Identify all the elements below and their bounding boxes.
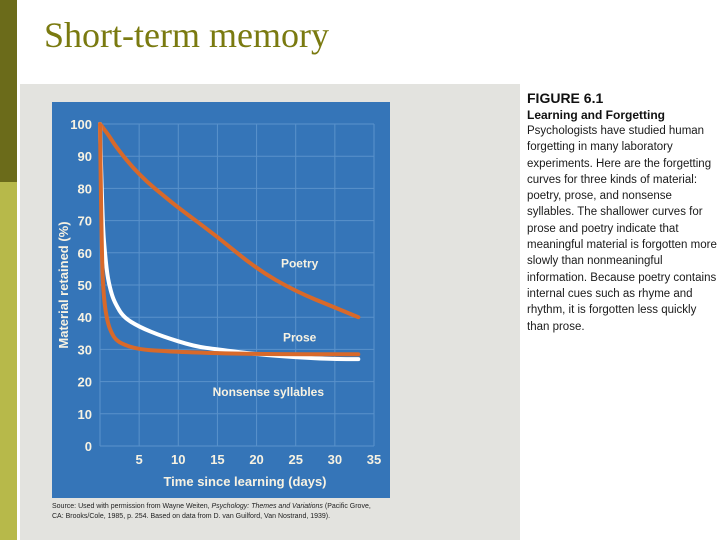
y-tick-label-30: 30 — [78, 342, 92, 357]
figure-title: Learning and Forgetting — [527, 108, 665, 122]
y-tick-label-0: 0 — [85, 439, 92, 454]
y-tick-label-50: 50 — [78, 278, 92, 293]
y-tick-label-70: 70 — [78, 214, 92, 229]
figure-number: FIGURE 6.1 — [527, 90, 604, 106]
source-note: Source: Used with permission from Wayne … — [52, 502, 384, 522]
x-tick-label-5: 5 — [136, 452, 143, 467]
source-note-suffix: (Pacific Grove, CA: Brooks/Cole, 1985, p… — [52, 503, 371, 520]
y-tick-label-60: 60 — [78, 246, 92, 261]
x-tick-label-15: 15 — [210, 452, 224, 467]
series-label-prose: Prose — [283, 330, 317, 344]
series-line-nonsense-syllables — [98, 122, 361, 357]
slide-title: Short-term memory — [44, 15, 329, 55]
series-label-poetry: Poetry — [281, 256, 319, 270]
forgetting-curve-chart: 0 10 20 30 40 50 60 70 80 90 100 5 10 15 20 25 30 35 Time … — [56, 117, 381, 489]
y-axis-label: Material retained (%) — [56, 221, 71, 348]
x-axis-label: Time since learning (days) — [163, 474, 326, 489]
x-tick-label-20: 20 — [249, 452, 263, 467]
y-tick-label-80: 80 — [78, 181, 92, 196]
x-tick-label-10: 10 — [171, 452, 185, 467]
slide-side-bar-light — [0, 182, 17, 540]
slide-side-bar-dark — [0, 0, 17, 182]
y-tick-label-100: 100 — [70, 117, 92, 132]
source-note-prefix: Source: Used with permission from Wayne … — [52, 503, 212, 510]
source-note-book: Psychology: Themes and Variations — [211, 503, 323, 510]
series-label-nonsense-syllables: Nonsense syllables — [213, 385, 325, 399]
figure-caption-block: FIGURE 6.1 Learning and Forgetting Psych… — [527, 90, 717, 335]
series-line-poetry — [98, 122, 361, 320]
y-tick-label-40: 40 — [78, 310, 92, 325]
figure-caption: Psychologists have studied human forgett… — [527, 125, 717, 333]
chart-panel — [52, 102, 390, 498]
y-tick-label-20: 20 — [78, 375, 92, 390]
x-tick-label-25: 25 — [288, 452, 302, 467]
y-tick-label-90: 90 — [78, 149, 92, 164]
x-tick-label-35: 35 — [367, 452, 381, 467]
x-tick-label-30: 30 — [328, 452, 342, 467]
y-tick-label-10: 10 — [78, 407, 92, 422]
